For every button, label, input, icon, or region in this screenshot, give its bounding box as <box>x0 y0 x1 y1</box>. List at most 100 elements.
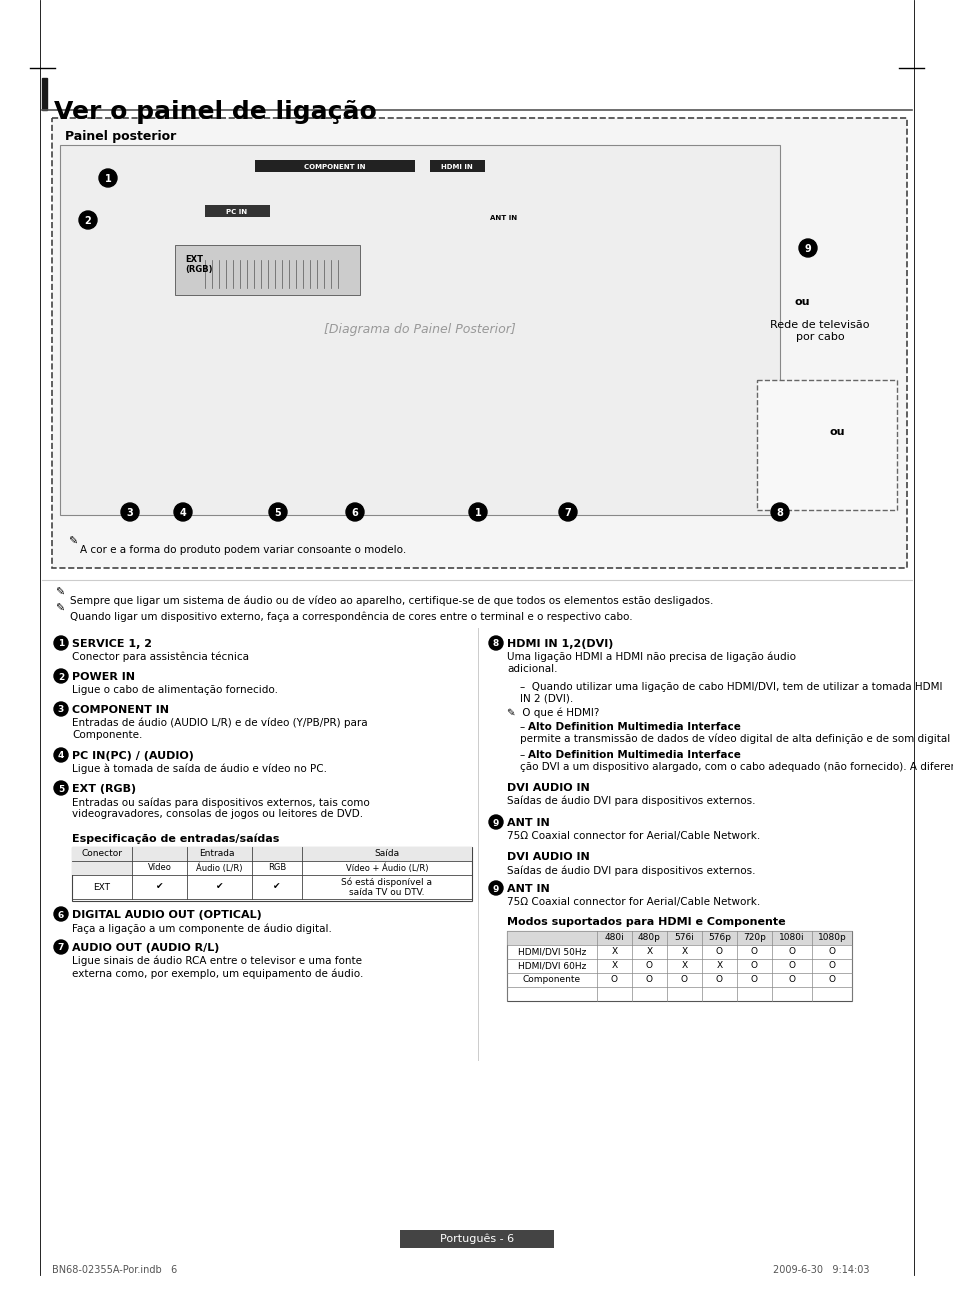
Text: A cor e a forma do produto podem variar consoante o modelo.: A cor e a forma do produto podem variar … <box>80 545 406 556</box>
Text: O: O <box>788 962 795 971</box>
Text: ✎: ✎ <box>68 537 77 546</box>
Text: Rede de televisão
por cabo: Rede de televisão por cabo <box>769 321 869 341</box>
Circle shape <box>799 239 816 257</box>
Text: Só está disponível a
saída TV ou DTV.: Só está disponível a saída TV ou DTV. <box>341 877 432 897</box>
Bar <box>399 1231 554 1247</box>
Text: 5: 5 <box>58 784 64 793</box>
Text: Saídas de áudio DVI para dispositivos externos.: Saídas de áudio DVI para dispositivos ex… <box>506 864 755 875</box>
Text: O: O <box>610 976 618 984</box>
Text: 576i: 576i <box>674 933 694 942</box>
Bar <box>71 848 132 875</box>
Text: Componente: Componente <box>522 976 580 984</box>
Text: DIGITAL AUDIO OUT (OPTICAL): DIGITAL AUDIO OUT (OPTICAL) <box>71 910 261 920</box>
Text: 7: 7 <box>58 944 64 953</box>
Text: Especificação de entradas/saídas: Especificação de entradas/saídas <box>71 833 279 844</box>
Text: O: O <box>645 976 652 984</box>
Text: O: O <box>645 962 652 971</box>
Circle shape <box>469 504 486 520</box>
Text: O: O <box>750 976 758 984</box>
Bar <box>42 78 47 110</box>
Text: 75Ω Coaxial connector for Aerial/Cable Network.: 75Ω Coaxial connector for Aerial/Cable N… <box>506 831 760 841</box>
Bar <box>71 848 472 901</box>
Text: HDMI/DVI 60Hz: HDMI/DVI 60Hz <box>517 962 585 971</box>
Text: 75Ω Coaxial connector for Aerial/Cable Network.: 75Ω Coaxial connector for Aerial/Cable N… <box>506 897 760 907</box>
Text: Alto Definition Multimedia Interface: Alto Definition Multimedia Interface <box>527 750 740 761</box>
Bar <box>506 931 851 945</box>
Text: O: O <box>788 948 795 957</box>
Text: ✔: ✔ <box>155 883 163 892</box>
Text: 9: 9 <box>493 884 498 893</box>
Text: 576p: 576p <box>707 933 730 942</box>
Text: Sempre que ligar um sistema de áudio ou de vídeo ao aparelho, certifique-se de q: Sempre que ligar um sistema de áudio ou … <box>70 596 713 606</box>
Text: Conector para assistência técnica: Conector para assistência técnica <box>71 652 249 662</box>
Text: Alto Definition Multimedia Interface: Alto Definition Multimedia Interface <box>527 722 740 732</box>
Text: ou: ou <box>794 297 810 308</box>
Text: Entradas ou saídas para dispositivos externos, tais como
videogravadores, consol: Entradas ou saídas para dispositivos ext… <box>71 797 370 819</box>
Text: 2: 2 <box>58 672 64 681</box>
Text: O: O <box>750 962 758 971</box>
Text: SERVICE 1, 2: SERVICE 1, 2 <box>71 639 152 649</box>
Text: 6: 6 <box>352 508 358 518</box>
Circle shape <box>54 702 68 716</box>
Text: Ligue à tomada de saída de áudio e vídeo no PC.: Ligue à tomada de saída de áudio e vídeo… <box>71 765 327 775</box>
Text: BN68-02355A-Por.indb   6: BN68-02355A-Por.indb 6 <box>52 1266 177 1275</box>
FancyBboxPatch shape <box>52 118 906 569</box>
Circle shape <box>346 504 364 520</box>
Text: O: O <box>827 948 835 957</box>
Text: Saída: Saída <box>374 849 399 858</box>
Text: Modos suportados para HDMI e Componente: Modos suportados para HDMI e Componente <box>506 916 785 927</box>
Text: 1080i: 1080i <box>779 933 804 942</box>
Text: Saídas de áudio DVI para dispositivos externos.: Saídas de áudio DVI para dispositivos ex… <box>506 796 755 806</box>
Text: 720p: 720p <box>742 933 765 942</box>
Text: ANT IN: ANT IN <box>506 884 549 894</box>
Circle shape <box>173 504 192 520</box>
Text: EXT (RGB): EXT (RGB) <box>71 784 136 794</box>
Text: 2: 2 <box>85 215 91 226</box>
Circle shape <box>489 881 502 896</box>
Text: ✔: ✔ <box>273 883 280 892</box>
FancyBboxPatch shape <box>757 380 896 510</box>
Text: –: – <box>519 750 531 761</box>
Text: X: X <box>611 962 617 971</box>
Text: 1: 1 <box>105 174 112 184</box>
Circle shape <box>269 504 287 520</box>
Text: RGB: RGB <box>268 863 286 872</box>
Text: ANT IN: ANT IN <box>490 215 517 221</box>
Text: 480i: 480i <box>604 933 623 942</box>
Text: 4: 4 <box>179 508 186 518</box>
Text: 9: 9 <box>493 819 498 828</box>
Text: HDMI IN 1,2(DVI): HDMI IN 1,2(DVI) <box>506 639 613 649</box>
Text: 3: 3 <box>127 508 133 518</box>
Bar <box>506 931 851 1001</box>
Text: Quando ligar um dispositivo externo, faça a correspondência de cores entre o ter: Quando ligar um dispositivo externo, faç… <box>70 611 632 623</box>
Text: Entrada: Entrada <box>199 849 234 858</box>
Text: POWER IN: POWER IN <box>71 672 135 681</box>
Text: ção DVI a um dispositivo alargado, com o cabo adequado (não fornecido). A difere: ção DVI a um dispositivo alargado, com o… <box>519 761 953 771</box>
Text: 6: 6 <box>58 910 64 919</box>
Text: Vídeo + Áudio (L/R): Vídeo + Áudio (L/R) <box>345 863 428 872</box>
Text: 480p: 480p <box>638 933 660 942</box>
Text: HDMI/DVI 50Hz: HDMI/DVI 50Hz <box>517 948 585 957</box>
Bar <box>430 160 484 173</box>
Text: ou: ou <box>828 427 843 437</box>
Text: Ver o painel de ligação: Ver o painel de ligação <box>54 100 376 125</box>
Text: 9: 9 <box>803 244 810 254</box>
Text: ✎: ✎ <box>55 604 64 614</box>
Text: Conector: Conector <box>81 849 122 858</box>
Text: X: X <box>611 948 617 957</box>
Text: O: O <box>680 976 687 984</box>
Text: ✎  O que é HDMI?: ✎ O que é HDMI? <box>506 707 598 719</box>
Circle shape <box>54 748 68 762</box>
Text: PC IN: PC IN <box>226 209 247 215</box>
Text: O: O <box>716 948 722 957</box>
Bar <box>132 848 302 861</box>
Bar <box>302 848 472 861</box>
Text: Ligue o cabo de alimentação fornecido.: Ligue o cabo de alimentação fornecido. <box>71 685 277 694</box>
Circle shape <box>79 212 97 228</box>
Text: ANT IN: ANT IN <box>506 818 549 828</box>
Text: Ligue sinais de áudio RCA entre o televisor e uma fonte
externa como, por exempl: Ligue sinais de áudio RCA entre o televi… <box>71 957 363 979</box>
Circle shape <box>54 940 68 954</box>
Text: permite a transmissão de dados de vídeo digital de alta definição e de som digit: permite a transmissão de dados de vídeo … <box>519 733 953 744</box>
Text: (RGB): (RGB) <box>185 265 213 274</box>
Circle shape <box>54 668 68 683</box>
